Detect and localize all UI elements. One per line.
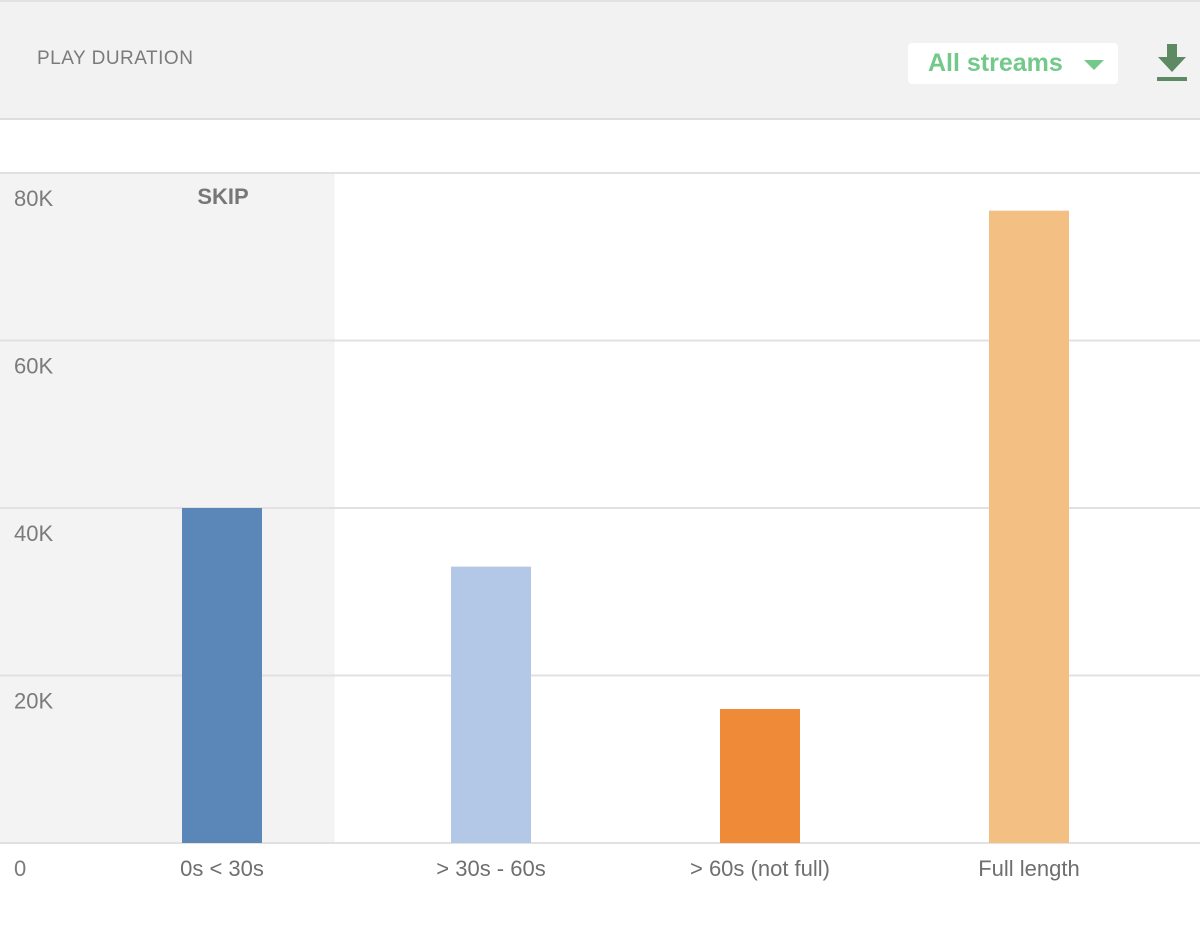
chart-header: PLAY DURATION All streams xyxy=(0,0,1200,120)
x-tick-label: 0s < 30s xyxy=(180,856,264,881)
x-tick-label: Full length xyxy=(978,856,1080,881)
bar xyxy=(451,566,531,843)
y-tick-label: 80K xyxy=(14,186,53,211)
y-tick-label: 20K xyxy=(14,689,53,714)
x-tick-label: > 30s - 60s xyxy=(436,856,545,881)
bar-chart: 20K 40K 60K 80K 0 SKIP 0s < 30s > 30s - 60s > 60… xyxy=(0,172,1200,881)
x-tick-label: > 60s (not full) xyxy=(690,856,830,881)
skip-annotation: SKIP xyxy=(197,184,248,209)
stream-filter-dropdown[interactable]: All streams xyxy=(908,43,1118,84)
chevron-down-icon xyxy=(1084,60,1104,70)
download-icon[interactable] xyxy=(1156,44,1188,82)
bar xyxy=(989,210,1069,843)
bar xyxy=(182,508,262,843)
stream-filter-value: All streams xyxy=(928,49,1063,77)
y-tick-label-zero: 0 xyxy=(14,856,26,881)
bar xyxy=(720,709,800,843)
y-tick-label: 40K xyxy=(14,521,53,546)
chart-title: PLAY DURATION xyxy=(37,48,194,69)
y-tick-label: 60K xyxy=(14,354,53,379)
